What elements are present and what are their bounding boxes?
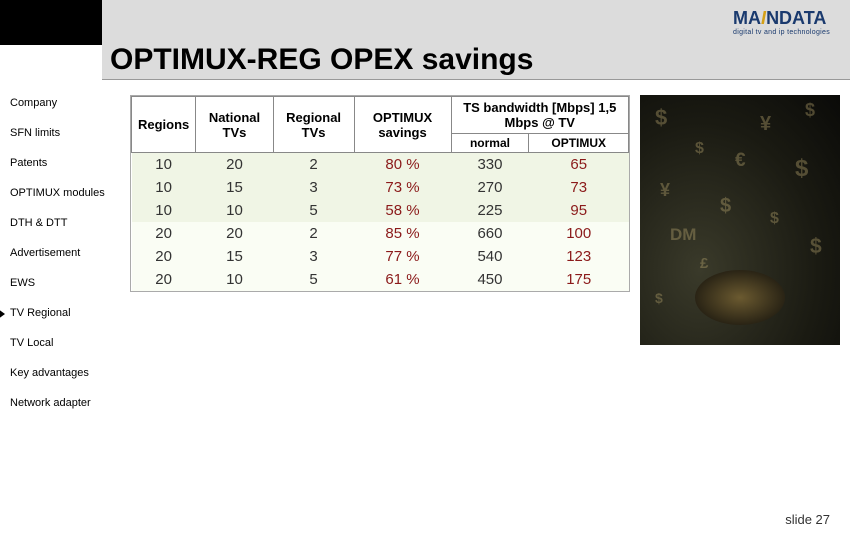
savings-table: Regions National TVs Regional TVs OPTIMU… <box>131 96 629 291</box>
cell-regions: 10 <box>132 176 196 199</box>
cell-regional: 2 <box>273 222 354 245</box>
currency-symbol: $ <box>770 210 779 228</box>
col-regions: Regions <box>132 97 196 153</box>
col-savings: OPTIMUX savings <box>354 97 451 153</box>
logo-pre: MA <box>733 8 761 28</box>
cell-regions: 10 <box>132 199 196 222</box>
cell-optimux: 65 <box>529 153 629 177</box>
table-row: 1015373 %27073 <box>132 176 629 199</box>
table-row: 2015377 %540123 <box>132 245 629 268</box>
sidebar-item[interactable]: Patents <box>10 148 135 178</box>
logo-main: MAINDATA <box>733 8 830 29</box>
sidebar-item[interactable]: TV Regional <box>10 298 135 328</box>
logo: MAINDATA digital tv and ip technologies <box>733 8 830 36</box>
cell-regional: 3 <box>273 245 354 268</box>
slide-number: slide 27 <box>785 512 830 527</box>
col-national: National TVs <box>196 97 273 153</box>
table-group-2: 2020285 %6601002015377 %5401232010561 %4… <box>132 222 629 291</box>
col-normal: normal <box>451 134 529 153</box>
cell-savings: 77 % <box>354 245 451 268</box>
cell-regional: 3 <box>273 176 354 199</box>
sidebar-item[interactable]: OPTIMUX modules <box>10 178 135 208</box>
currency-symbol: $ <box>695 140 704 158</box>
content-table: Regions National TVs Regional TVs OPTIMU… <box>130 95 630 292</box>
sidebar-item[interactable]: DTH & DTT <box>10 208 135 238</box>
currency-symbol: $ <box>805 100 815 121</box>
sidebar-item[interactable]: SFN limits <box>10 118 135 148</box>
page-title: OPTIMUX-REG OPEX savings <box>110 43 533 77</box>
cell-regions: 20 <box>132 222 196 245</box>
cell-optimux: 175 <box>529 268 629 291</box>
sidebar-item[interactable]: Network adapter <box>10 388 135 418</box>
currency-symbol: $ <box>810 235 822 259</box>
header-black-block <box>0 0 102 45</box>
currency-symbol: $ <box>720 195 731 218</box>
cell-regions: 10 <box>132 153 196 177</box>
currency-symbol: $ <box>795 155 808 183</box>
table-row: 2020285 %660100 <box>132 222 629 245</box>
currency-symbol: ¥ <box>760 113 771 136</box>
cell-normal: 660 <box>451 222 529 245</box>
cell-national: 10 <box>196 199 273 222</box>
cell-normal: 540 <box>451 245 529 268</box>
bowl-glow <box>695 270 785 325</box>
cell-regions: 20 <box>132 245 196 268</box>
cell-optimux: 123 <box>529 245 629 268</box>
cell-regional: 5 <box>273 199 354 222</box>
cell-normal: 330 <box>451 153 529 177</box>
table-row: 1020280 %33065 <box>132 153 629 177</box>
cell-normal: 225 <box>451 199 529 222</box>
currency-symbol: € <box>735 150 746 172</box>
currency-symbol: £ <box>700 255 708 272</box>
cell-savings: 80 % <box>354 153 451 177</box>
header: OPTIMUX-REG OPEX savings MAINDATA digita… <box>102 0 850 80</box>
sidebar: CompanySFN limitsPatentsOPTIMUX modulesD… <box>10 88 135 418</box>
logo-post: NDATA <box>766 8 826 28</box>
col-regional: Regional TVs <box>273 97 354 153</box>
currency-symbol: $ <box>655 105 667 131</box>
cell-savings: 73 % <box>354 176 451 199</box>
sidebar-item[interactable]: TV Local <box>10 328 135 358</box>
cell-optimux: 73 <box>529 176 629 199</box>
logo-tagline: digital tv and ip technologies <box>733 29 830 36</box>
cell-savings: 85 % <box>354 222 451 245</box>
cell-normal: 450 <box>451 268 529 291</box>
currency-symbol: DM <box>670 225 696 245</box>
table-row: 1010558 %22595 <box>132 199 629 222</box>
cell-national: 15 <box>196 176 273 199</box>
col-optimux: OPTIMUX <box>529 134 629 153</box>
currency-symbol: $ <box>655 290 663 306</box>
cell-national: 15 <box>196 245 273 268</box>
table-row: 2010561 %450175 <box>132 268 629 291</box>
decorative-currency-image: $ ¥ $ $ € $ ¥ $ DM $ $ £ $ <box>640 95 840 345</box>
cell-optimux: 95 <box>529 199 629 222</box>
sidebar-item[interactable]: Advertisement <box>10 238 135 268</box>
sidebar-item[interactable]: Key advantages <box>10 358 135 388</box>
cell-national: 20 <box>196 153 273 177</box>
sidebar-item[interactable]: EWS <box>10 268 135 298</box>
cell-normal: 270 <box>451 176 529 199</box>
cell-regional: 5 <box>273 268 354 291</box>
col-bandwidth: TS bandwidth [Mbps] 1,5 Mbps @ TV <box>451 97 629 134</box>
cell-national: 20 <box>196 222 273 245</box>
currency-symbol: ¥ <box>660 180 670 201</box>
cell-regions: 20 <box>132 268 196 291</box>
cell-national: 10 <box>196 268 273 291</box>
cell-savings: 61 % <box>354 268 451 291</box>
cell-optimux: 100 <box>529 222 629 245</box>
cell-regional: 2 <box>273 153 354 177</box>
sidebar-item[interactable]: Company <box>10 88 135 118</box>
table-group-1: 1020280 %330651015373 %270731010558 %225… <box>132 153 629 223</box>
cell-savings: 58 % <box>354 199 451 222</box>
